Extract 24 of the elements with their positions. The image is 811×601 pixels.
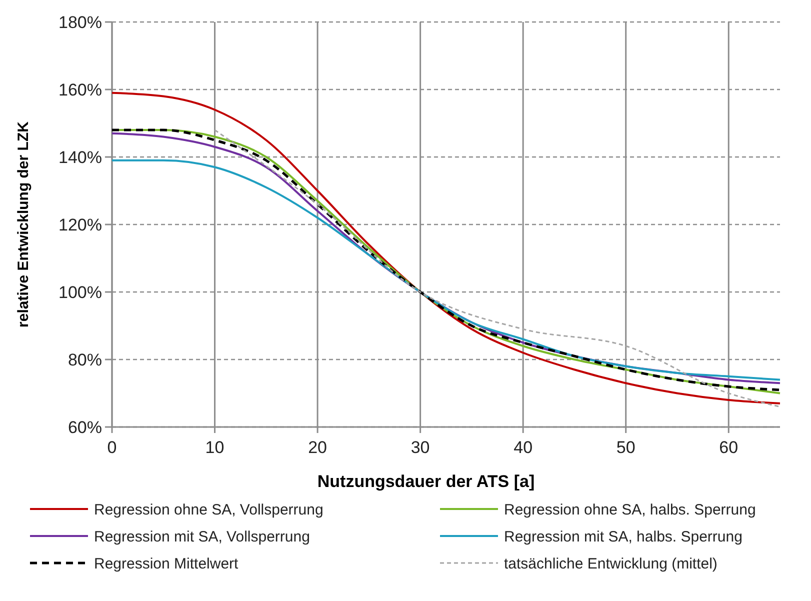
line-series <box>214 129 781 408</box>
x-axis-title: Nutzungsdauer der ATS [a] <box>317 472 535 491</box>
legend-label: Regression ohne SA, halbs. Sperrung <box>504 501 756 518</box>
y-tick-label: 80% <box>68 350 102 370</box>
legend-label: Regression mit SA, halbs. Sperrung <box>504 528 742 546</box>
legend-label: Regression ohne SA, Vollsperrung <box>94 501 324 518</box>
y-tick-label: 180% <box>58 12 102 32</box>
x-tick-label: 0 <box>107 438 117 457</box>
y-axis-title: relative Entwicklung der LZK <box>15 121 32 328</box>
x-tick-label: 50 <box>616 438 636 457</box>
x-tick-label: 20 <box>308 438 327 457</box>
legend-label: Regression mit SA, Vollsperrung <box>94 528 310 546</box>
y-tick-label: 140% <box>58 148 102 167</box>
x-tick-label: 10 <box>205 438 224 457</box>
legend-label: Regression Mittelwert <box>94 555 240 572</box>
y-tick-label: 60% <box>68 418 102 437</box>
x-tick-label: 60 <box>719 438 738 457</box>
x-tick-label: 30 <box>410 438 430 457</box>
line-series <box>111 92 781 404</box>
y-tick-label: 160% <box>58 80 102 100</box>
legend-label: tatsächliche Entwicklung (mittel) <box>504 555 718 572</box>
y-tick-label: 120% <box>58 215 102 234</box>
x-tick-label: 40 <box>514 438 533 457</box>
y-tick-label: 100% <box>58 282 102 302</box>
